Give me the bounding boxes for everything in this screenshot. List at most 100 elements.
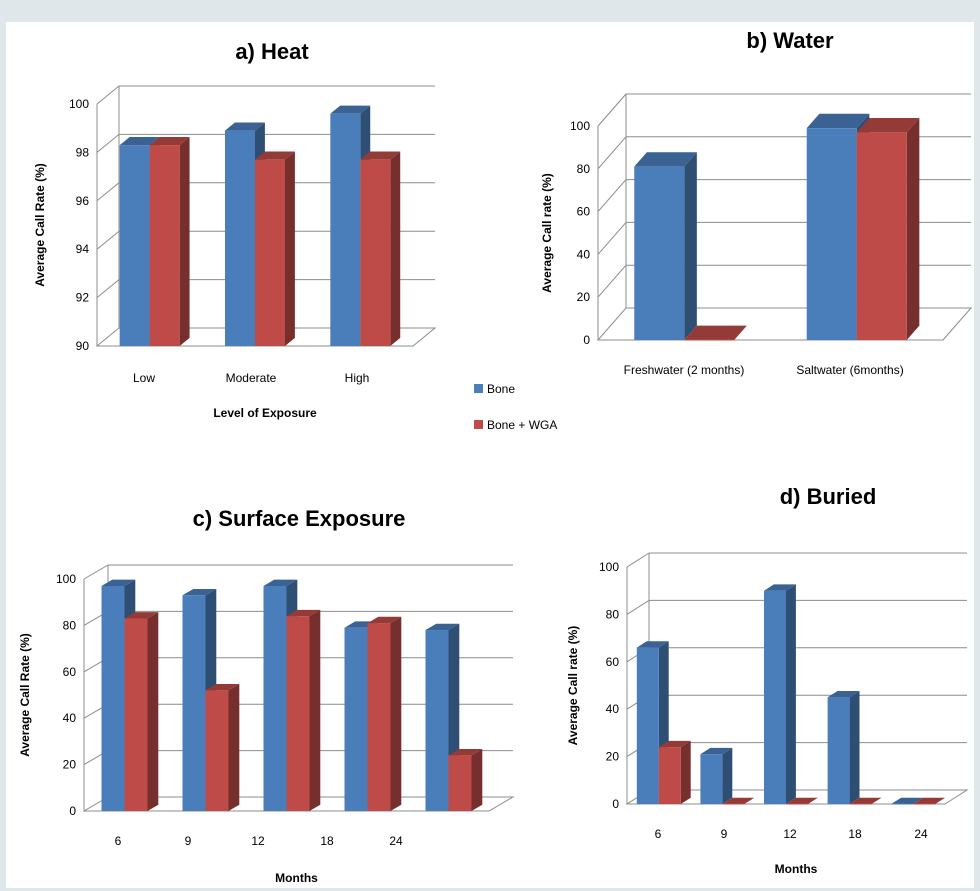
bar-bone	[700, 754, 722, 804]
y-axis-label: Average Call rate (%)	[540, 173, 554, 293]
bar-bone	[807, 128, 857, 340]
y-tick-label: 80	[606, 607, 620, 621]
bar-bone-wga	[368, 623, 391, 811]
y-tick-label: 80	[577, 162, 591, 176]
x-axis-label: Months	[275, 871, 318, 885]
bar-bone	[764, 591, 786, 804]
y-tick-label: 100	[570, 119, 590, 133]
y-tick-label: 40	[577, 247, 591, 261]
bar-side	[310, 610, 321, 811]
y-tick-label: 100	[599, 560, 619, 574]
grid-diagonal	[627, 600, 649, 614]
chart-heat: a) Heat9092949698100Low Moderate HighAvera…	[33, 39, 435, 420]
bar-bone	[120, 145, 150, 346]
grid-diagonal	[598, 137, 626, 169]
y-tick-label: 92	[76, 291, 90, 305]
bar-bone-wga	[125, 618, 148, 811]
bar-bone	[891, 804, 913, 805]
grid-diagonal	[598, 180, 626, 212]
y-axis-label: Average Call Rate (%)	[18, 633, 32, 757]
y-tick-label: 20	[63, 758, 77, 772]
chart-water: b) Water 0 20 40 60 80 100 Freshwater (2 months…	[540, 28, 971, 377]
bar-side	[684, 152, 697, 340]
y-tick-label: 60	[606, 655, 620, 669]
bar-bone-wga	[255, 160, 285, 346]
chart-title: d) Buried	[780, 484, 877, 509]
x-category-label: 24	[389, 834, 403, 848]
bar-side	[907, 118, 920, 340]
y-tick-label: 96	[76, 194, 90, 208]
bar-bone	[264, 586, 287, 811]
bar-bone-wga	[449, 755, 472, 811]
bar-side	[285, 152, 295, 346]
bar-bone	[637, 648, 659, 804]
x-category-label: 6	[115, 834, 122, 848]
bar-side	[472, 749, 483, 811]
bar-bone	[183, 595, 206, 811]
grid-diagonal	[627, 553, 649, 567]
bar-bone-wga	[360, 160, 390, 346]
bar-bone-wga	[786, 804, 808, 805]
bar-bone-wga	[287, 616, 310, 811]
y-tick-label: 20	[577, 290, 591, 304]
grid-diagonal	[97, 280, 119, 298]
y-tick-label: 100	[56, 572, 76, 586]
bar-bone	[426, 630, 449, 811]
y-tick-label: 94	[76, 242, 90, 256]
y-tick-label: 60	[577, 205, 591, 219]
bar-bone-wga	[206, 690, 229, 811]
x-category-label: Freshwater (2 months)	[624, 363, 745, 377]
y-tick-label: 20	[606, 750, 620, 764]
bar-bone-wga	[850, 804, 872, 805]
x-category-label: Moderate	[226, 371, 277, 385]
bar-bone-wga	[150, 145, 180, 346]
x-category-label: 12	[251, 834, 265, 848]
grid-diagonal	[598, 265, 626, 297]
y-tick-label: 0	[69, 804, 76, 818]
grid-diagonal	[97, 86, 119, 104]
bar-side	[786, 584, 796, 804]
bar-bone	[225, 131, 255, 346]
bar-side	[722, 748, 732, 804]
bar-side	[148, 612, 159, 811]
y-tick-label: 0	[583, 333, 590, 347]
bar-side	[681, 741, 691, 804]
y-axis-label: Average Call rate (%)	[566, 626, 580, 746]
x-category-label: 24	[914, 827, 928, 841]
grid-diagonal	[97, 183, 119, 201]
bar-bone	[828, 697, 850, 804]
x-category-label: 18	[848, 827, 862, 841]
x-category-label: High	[345, 371, 370, 385]
y-tick-label: 90	[76, 339, 90, 353]
legend-swatch-bone-wga	[474, 420, 483, 429]
x-category-label: 9	[185, 834, 192, 848]
bar-side	[390, 152, 400, 346]
bar-side	[180, 137, 190, 346]
bar-bone-wga	[722, 804, 744, 805]
x-category-label: 12	[783, 827, 797, 841]
chart-title: c) Surface Exposure	[193, 506, 406, 531]
bar-bone	[330, 114, 360, 346]
y-tick-label: 0	[612, 797, 619, 811]
grid-diagonal	[598, 222, 626, 254]
bar-bone	[345, 628, 368, 811]
x-axis-label: Level of Exposure	[213, 406, 317, 420]
legend: Bone Bone + WGA	[474, 382, 557, 432]
x-axis-label: Months	[775, 862, 818, 876]
y-tick-label: 40	[63, 711, 77, 725]
y-tick-label: 100	[69, 97, 89, 111]
x-category-label: 6	[655, 827, 662, 841]
grid-diagonal	[84, 565, 108, 579]
grid-diagonal	[97, 134, 119, 152]
bar-bone	[102, 586, 125, 811]
bar-bone-wga	[857, 132, 907, 340]
grid-diagonal	[598, 94, 626, 126]
x-category-label: Saltwater (6months)	[796, 363, 903, 377]
bar-bone	[634, 167, 684, 340]
bar-bone-wga	[684, 340, 734, 341]
legend-label-bone: Bone	[487, 382, 515, 396]
grid-diagonal	[97, 231, 119, 249]
chart-buried: d) Buried0204060801006 9 12 18 24Average Cal…	[566, 484, 967, 876]
bar-side	[850, 691, 860, 804]
bar-bone-wga	[913, 804, 935, 805]
